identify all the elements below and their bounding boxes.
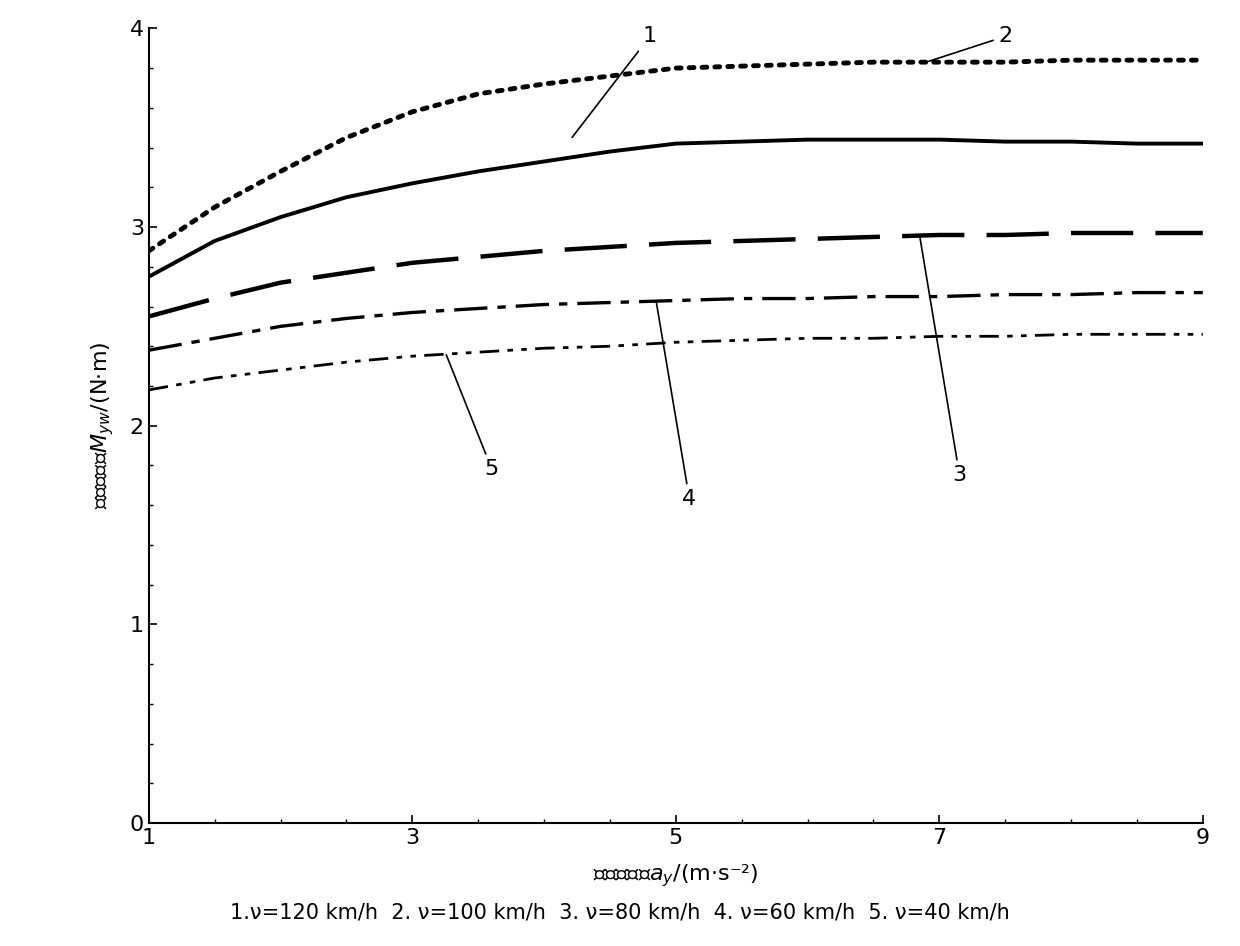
Text: 1: 1 [572,26,657,137]
X-axis label: 侧向加速度$a_y$/(m·s⁻²): 侧向加速度$a_y$/(m·s⁻²) [593,862,759,888]
Text: 2: 2 [929,26,1013,61]
Text: 5: 5 [446,355,498,480]
Text: 4: 4 [656,304,697,509]
Text: 1.ν=120 km/h  2. ν=100 km/h  3. ν=80 km/h  4. ν=60 km/h  5. ν=40 km/h: 1.ν=120 km/h 2. ν=100 km/h 3. ν=80 km/h … [231,902,1009,922]
Text: 3: 3 [920,237,967,485]
Y-axis label: 转向盘力矩$M_{yw}$/(N·m): 转向盘力矩$M_{yw}$/(N·m) [89,342,115,510]
